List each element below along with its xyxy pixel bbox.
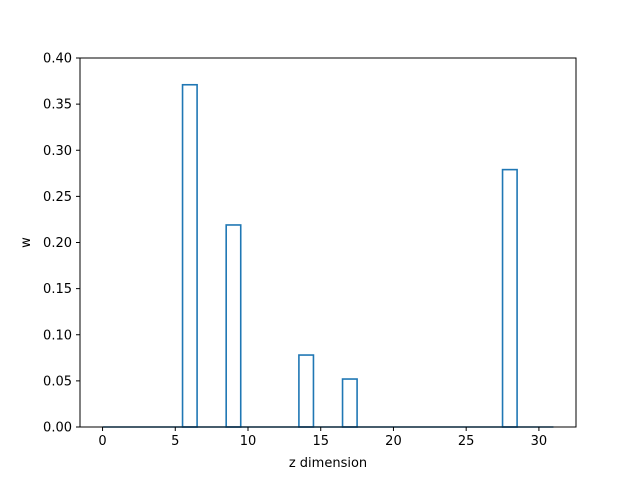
y-axis: 0.00 0.05 0.10 0.15 0.20 0.25 0.30 0.35 0.40 bbox=[43, 52, 80, 436]
y-axis-label: w bbox=[19, 237, 34, 248]
y-tick-label: 0.20 bbox=[43, 236, 72, 251]
y-tick-label: 0.10 bbox=[43, 328, 72, 343]
x-tick-label: 25 bbox=[458, 434, 475, 449]
y-tick-label: 0.40 bbox=[43, 52, 72, 67]
y-tick-label: 0.05 bbox=[43, 374, 72, 389]
x-tick-label: 30 bbox=[531, 434, 548, 449]
y-tick-label: 0.00 bbox=[43, 421, 72, 436]
x-tick-label: 0 bbox=[98, 434, 106, 449]
y-tick-label: 0.30 bbox=[43, 144, 72, 159]
x-tick-label: 10 bbox=[240, 434, 257, 449]
y-tick-label: 0.35 bbox=[43, 98, 72, 113]
y-tick-label: 0.15 bbox=[43, 282, 72, 297]
x-tick-label: 20 bbox=[385, 434, 402, 449]
x-tick-label: 5 bbox=[171, 434, 179, 449]
x-axis-label: z dimension bbox=[289, 456, 367, 471]
x-tick-label: 15 bbox=[312, 434, 329, 449]
y-tick-label: 0.25 bbox=[43, 190, 72, 205]
x-axis: 0 5 10 15 20 25 30 bbox=[98, 427, 547, 449]
